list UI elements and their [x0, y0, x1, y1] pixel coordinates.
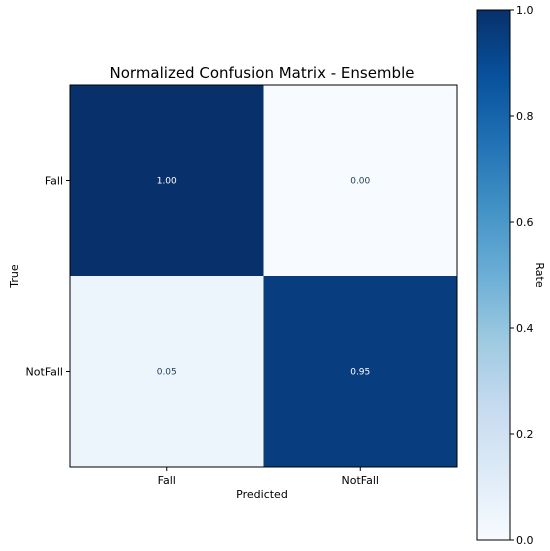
x-tick-label: Fall — [158, 474, 176, 487]
heatmap-cell — [263, 276, 457, 467]
colorbar-gradient — [476, 9, 511, 541]
colorbar-tick-label: 1.0 — [516, 4, 534, 17]
colorbar-label: Rate — [533, 262, 546, 287]
colorbar-tick-label: 0.8 — [516, 110, 534, 123]
colorbar-tick-label: 0.0 — [516, 534, 534, 547]
heatmap-cell — [70, 85, 264, 276]
cell-value-label: 0.00 — [350, 177, 370, 187]
colorbar-tick-label: 0.4 — [516, 322, 534, 335]
heatmap-cells: 1.00 0.00 0.05 0.95 — [70, 85, 457, 467]
heatmap-cell — [70, 276, 264, 467]
x-tick-label: NotFall — [342, 474, 379, 487]
colorbar-ticks: 0.0 0.2 0.4 0.6 0.8 1.0 — [510, 4, 534, 547]
heatmap-cell — [263, 85, 457, 276]
colorbar-tick-label: 0.6 — [516, 216, 534, 229]
colorbar-tick-label: 0.2 — [516, 428, 534, 441]
y-axis-ticks: Fall NotFall — [26, 175, 70, 379]
x-axis-ticks: Fall NotFall — [158, 467, 379, 487]
x-axis-label: Predicted — [236, 488, 288, 501]
plot-frame — [69, 84, 458, 468]
colorbar: 0.0 0.2 0.4 0.6 0.8 1.0 Rate — [476, 4, 546, 547]
cell-value-label: 0.05 — [157, 368, 177, 378]
chart-title: Normalized Confusion Matrix - Ensemble — [110, 64, 415, 82]
cell-value-label: 1.00 — [157, 177, 177, 187]
y-tick-label: Fall — [45, 175, 63, 188]
y-tick-label: NotFall — [26, 366, 63, 379]
cell-value-label: 0.95 — [350, 368, 370, 378]
y-axis-label: True — [8, 264, 21, 289]
